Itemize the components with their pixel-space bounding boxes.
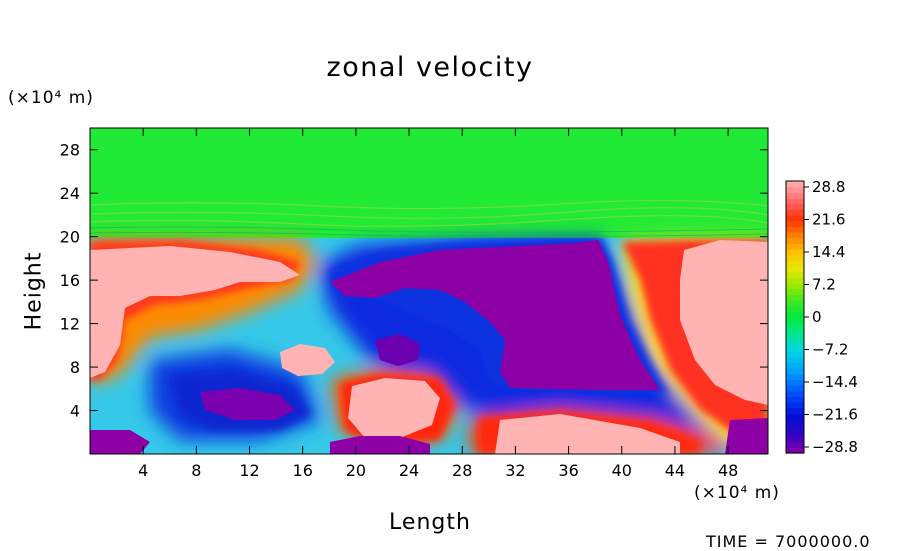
colorbar-band bbox=[786, 345, 804, 352]
x-tick-label: 40 bbox=[612, 461, 632, 480]
bottom-center-negative-core bbox=[330, 436, 430, 454]
colorbar-band bbox=[786, 186, 804, 193]
colorbar-band bbox=[786, 243, 804, 250]
colorbar-band bbox=[786, 271, 804, 278]
colorbar-band bbox=[786, 198, 804, 205]
colorbar-band bbox=[786, 413, 804, 420]
colorbar-label: −7.2 bbox=[812, 341, 848, 359]
mid-positive-core bbox=[280, 344, 335, 376]
y-axis-ticks: 4 8 12 16 20 24 28 bbox=[60, 141, 768, 421]
x-tick-label: 28 bbox=[452, 461, 472, 480]
x-tick-label: 48 bbox=[718, 461, 738, 480]
bottom-right-positive-core bbox=[495, 414, 680, 454]
colorbar-band bbox=[786, 339, 804, 346]
x-axis-unit: (×10⁴ m) bbox=[694, 483, 780, 503]
colorbar-band bbox=[786, 220, 804, 227]
y-tick-label: 20 bbox=[60, 228, 80, 247]
central-negative-core bbox=[330, 240, 660, 390]
left-positive-core bbox=[90, 246, 300, 378]
colorbar-band bbox=[786, 368, 804, 375]
colorbar-band bbox=[786, 300, 804, 307]
y-tick-label: 28 bbox=[60, 141, 80, 160]
colorbar-label: 28.8 bbox=[812, 178, 845, 196]
colorbar-band bbox=[786, 266, 804, 273]
colorbar-band bbox=[786, 237, 804, 244]
colorbar-band bbox=[786, 249, 804, 256]
colorbar-band bbox=[786, 356, 804, 363]
colorbar-band bbox=[786, 181, 804, 188]
plot-frame bbox=[89, 127, 769, 455]
colorbar-label: 14.4 bbox=[812, 243, 845, 261]
colorbar-band bbox=[786, 226, 804, 233]
colorbar-band bbox=[786, 390, 804, 397]
chart-title: zonal velocity bbox=[326, 52, 534, 83]
velocity-field bbox=[90, 128, 768, 454]
colorbar-band bbox=[786, 254, 804, 261]
colorbar-band bbox=[786, 424, 804, 431]
colorbar-band bbox=[786, 283, 804, 290]
x-tick-label: 20 bbox=[346, 461, 366, 480]
x-tick-label: 36 bbox=[558, 461, 578, 480]
colorbar-band bbox=[786, 379, 804, 386]
colorbar-band bbox=[786, 260, 804, 267]
colorbar-band bbox=[786, 328, 804, 335]
bottom-left-negative-core bbox=[90, 430, 150, 454]
bottom-right-negative-core bbox=[725, 418, 768, 454]
colorbar-band bbox=[786, 373, 804, 380]
colorbar-band bbox=[786, 396, 804, 403]
x-tick-label: 24 bbox=[399, 461, 419, 480]
colorbar-band bbox=[786, 203, 804, 210]
colorbar-band bbox=[786, 334, 804, 341]
colorbar-band bbox=[786, 209, 804, 216]
y-tick-label: 4 bbox=[70, 402, 80, 421]
y-axis-unit: (×10⁴ m) bbox=[8, 88, 94, 108]
colorbar-band bbox=[786, 447, 804, 454]
lower-left-negative-core bbox=[200, 388, 295, 420]
colorbar-band bbox=[786, 362, 804, 369]
x-tick-label: 32 bbox=[505, 461, 525, 480]
colorbar: 28.8 21.6 14.4 7.2 0 −7.2 −14.4 −21.6 −28.8 bbox=[785, 178, 858, 456]
colorbar-label: −21.6 bbox=[812, 406, 858, 424]
colorbar-band bbox=[786, 351, 804, 358]
mid-negative-eddy bbox=[375, 334, 420, 366]
y-tick-label: 16 bbox=[60, 271, 80, 290]
colorbar-band bbox=[786, 215, 804, 222]
y-tick-label: 24 bbox=[60, 184, 80, 203]
colorbar-band bbox=[786, 441, 804, 448]
y-tick-label: 12 bbox=[60, 315, 80, 334]
right-positive-core bbox=[680, 240, 768, 405]
x-tick-label: 12 bbox=[239, 461, 259, 480]
colorbar-label: −28.8 bbox=[812, 438, 858, 456]
colorbar-band bbox=[786, 305, 804, 312]
colorbar-band bbox=[786, 322, 804, 329]
colorbar-band bbox=[786, 288, 804, 295]
x-tick-label: 4 bbox=[138, 461, 148, 480]
colorbar-label: 21.6 bbox=[812, 211, 845, 229]
colorbar-band bbox=[786, 317, 804, 324]
y-tick-label: 8 bbox=[70, 358, 80, 377]
colorbar-label: 7.2 bbox=[812, 276, 836, 294]
upper-wave-bands bbox=[90, 199, 768, 227]
x-tick-label: 44 bbox=[665, 461, 685, 480]
colorbar-band bbox=[786, 192, 804, 199]
colorbar-band bbox=[786, 232, 804, 239]
x-axis-ticks: 4 8 12 16 20 24 28 32 36 40 44 48 bbox=[138, 128, 738, 480]
colorbar-label: 0 bbox=[812, 308, 822, 326]
x-axis-label: Length bbox=[389, 510, 471, 535]
colorbar-band bbox=[786, 311, 804, 318]
x-tick-label: 16 bbox=[293, 461, 313, 480]
x-tick-label: 8 bbox=[191, 461, 201, 480]
colorbar-band bbox=[786, 419, 804, 426]
colorbar-band bbox=[786, 277, 804, 284]
colorbar-band bbox=[786, 436, 804, 443]
colorbar-band bbox=[786, 402, 804, 409]
colorbar-band bbox=[786, 430, 804, 437]
colorbar-label: −14.4 bbox=[812, 373, 858, 391]
lower-center-positive-core bbox=[348, 378, 440, 438]
colorbar-band bbox=[786, 407, 804, 414]
colorbar-band bbox=[786, 385, 804, 392]
colorbar-band bbox=[786, 294, 804, 301]
